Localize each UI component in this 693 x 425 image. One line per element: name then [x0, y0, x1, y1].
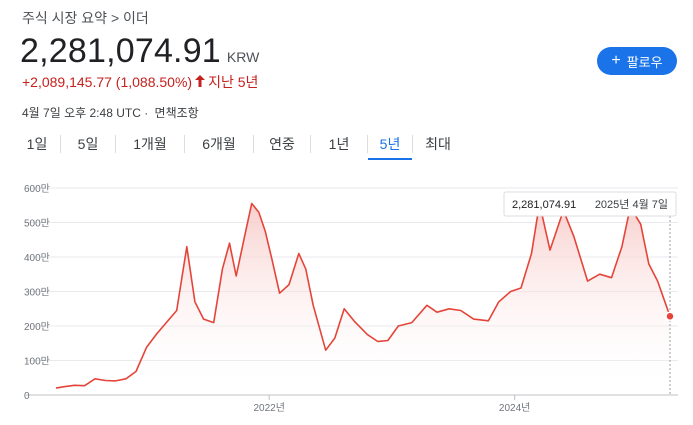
tab-1y[interactable]: 1년	[328, 136, 350, 152]
tab-divider	[367, 135, 368, 153]
tooltip-value: 2,281,074.91	[512, 199, 576, 211]
tab-max[interactable]: 최대	[425, 136, 451, 152]
y-tick-label: 200만	[24, 321, 50, 333]
follow-label: 팔로우	[626, 54, 663, 70]
price-change: +2,089,145.77 (1,088.50%) 지난 5년	[22, 72, 258, 92]
y-tick-label: 400만	[24, 252, 50, 264]
currency-label: KRW	[226, 49, 260, 65]
tab-6m[interactable]: 6개월	[202, 136, 236, 152]
y-tick-label: 100만	[24, 356, 50, 368]
price-area	[56, 203, 670, 395]
disclaimer-link[interactable]: 면책조항	[154, 106, 199, 120]
price-row: 2,281,074.91 KRW	[20, 32, 259, 71]
price-chart[interactable]: 0 100만 200만 300만 400만 500만 600만 2022년 2024년 2,2…	[0, 170, 693, 425]
change-period: 지난 5년	[208, 74, 259, 90]
time-range-tabs: 1일 5일 1개월 6개월 연중 1년 5년 최대	[14, 130, 463, 160]
timestamp-line: 4월 7일 오후 2:48 UTC · 면책조항	[22, 104, 199, 121]
tooltip-date: 2025년 4월 7일	[595, 197, 668, 211]
tab-5d[interactable]: 5일	[77, 136, 99, 152]
plus-icon: +	[611, 52, 621, 69]
current-price: 2,281,074.91	[20, 32, 221, 70]
tab-divider	[412, 135, 413, 153]
price-line	[55, 202, 671, 389]
y-tick-label: 0	[24, 391, 30, 402]
tab-1m[interactable]: 1개월	[133, 136, 167, 152]
follow-button[interactable]: + 팔로우	[597, 47, 677, 75]
timestamp: 4월 7일 오후 2:48 UTC ·	[22, 106, 149, 120]
tab-ytd[interactable]: 연중	[269, 136, 295, 152]
x-tick-label: 2022년	[253, 402, 284, 414]
breadcrumb: 주식 시장 요약 > 이더	[22, 10, 149, 26]
y-tick-label: 300만	[24, 287, 50, 299]
tab-1d[interactable]: 1일	[26, 136, 48, 152]
tab-divider	[60, 135, 61, 153]
tooltip-box	[503, 191, 677, 217]
tab-divider	[310, 135, 311, 153]
arrow-up-icon	[195, 74, 206, 90]
change-value: +2,089,145.77 (1,088.50%)	[22, 74, 193, 90]
x-tick-label: 2024년	[499, 402, 530, 414]
tab-divider	[184, 135, 185, 153]
tab-divider	[253, 135, 254, 153]
tab-divider	[115, 135, 116, 153]
current-point-marker	[665, 311, 675, 322]
tab-5y[interactable]: 5년	[368, 130, 412, 160]
y-tick-label: 500만	[24, 218, 50, 230]
y-tick-label: 600만	[24, 183, 50, 195]
